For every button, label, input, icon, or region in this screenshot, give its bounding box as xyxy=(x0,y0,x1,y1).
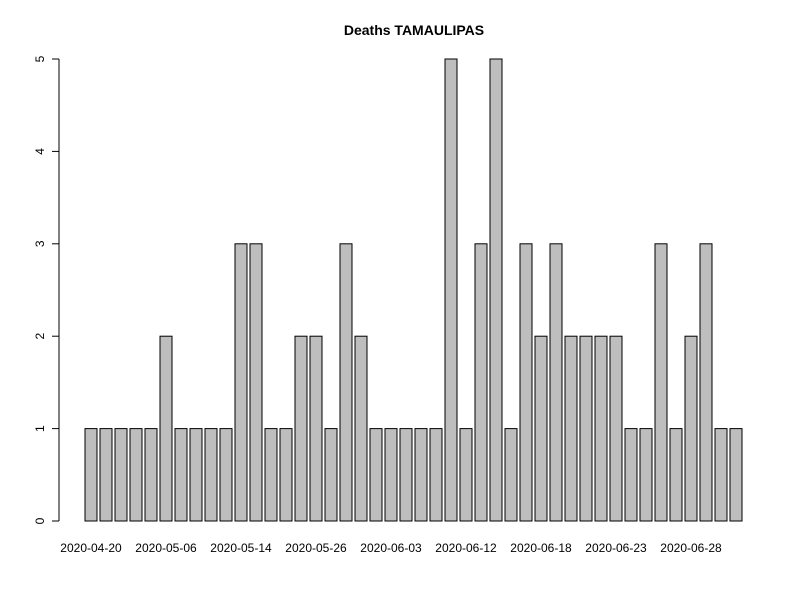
y-tick-label: 4 xyxy=(33,148,47,155)
bar xyxy=(429,428,443,522)
x-tick-label: 2020-06-12 xyxy=(435,541,497,555)
bar xyxy=(729,428,743,522)
bar xyxy=(579,335,593,522)
bar xyxy=(699,243,713,522)
y-axis: 0 1 2 3 4 5 xyxy=(33,55,60,524)
x-tick-label: 2020-06-03 xyxy=(360,541,422,555)
bar xyxy=(249,243,263,522)
bar xyxy=(294,335,308,522)
bar xyxy=(174,428,188,522)
x-axis-labels: 2020-04-20 2020-05-06 2020-05-14 2020-05-26… xyxy=(60,541,722,555)
bar xyxy=(189,428,203,522)
x-tick-label: 2020-06-18 xyxy=(510,541,572,555)
bar xyxy=(624,428,638,522)
y-tick-label: 0 xyxy=(33,517,47,524)
y-tick-label: 1 xyxy=(33,425,47,432)
bar xyxy=(519,243,533,522)
bar xyxy=(159,335,173,522)
x-tick-label: 2020-05-26 xyxy=(285,541,347,555)
bar xyxy=(324,428,338,522)
bar xyxy=(114,428,128,522)
bar xyxy=(489,58,503,522)
bar xyxy=(534,335,548,522)
bar xyxy=(564,335,578,522)
bar xyxy=(384,428,398,522)
bar xyxy=(654,243,668,522)
bar xyxy=(414,428,428,522)
bar xyxy=(669,428,683,522)
bar xyxy=(459,428,473,522)
bar xyxy=(609,335,623,522)
bar xyxy=(639,428,653,522)
bar xyxy=(399,428,413,522)
bar xyxy=(99,428,113,522)
bar xyxy=(354,335,368,522)
bar xyxy=(444,58,458,522)
bar xyxy=(474,243,488,522)
x-tick-label: 2020-06-23 xyxy=(585,541,647,555)
y-tick-label: 5 xyxy=(33,55,47,62)
bars-group xyxy=(84,58,743,522)
y-tick-label: 3 xyxy=(33,240,47,247)
bar xyxy=(714,428,728,522)
bar xyxy=(129,428,143,522)
chart-title: Deaths TAMAULIPAS xyxy=(344,22,484,38)
bar xyxy=(549,243,563,522)
bar xyxy=(234,243,248,522)
bar xyxy=(144,428,158,522)
bar xyxy=(594,335,608,522)
bar xyxy=(339,243,353,522)
bar xyxy=(204,428,218,522)
bar xyxy=(219,428,233,522)
y-tick-label: 2 xyxy=(33,333,47,340)
x-tick-label: 2020-06-28 xyxy=(660,541,722,555)
x-tick-label: 2020-05-14 xyxy=(210,541,272,555)
bar xyxy=(264,428,278,522)
bar xyxy=(504,428,518,522)
x-tick-label: 2020-05-06 xyxy=(135,541,197,555)
bar xyxy=(684,335,698,522)
x-tick-label: 2020-04-20 xyxy=(60,541,122,555)
bar xyxy=(369,428,383,522)
bar xyxy=(279,428,293,522)
bar xyxy=(309,335,323,522)
bar xyxy=(84,428,98,522)
